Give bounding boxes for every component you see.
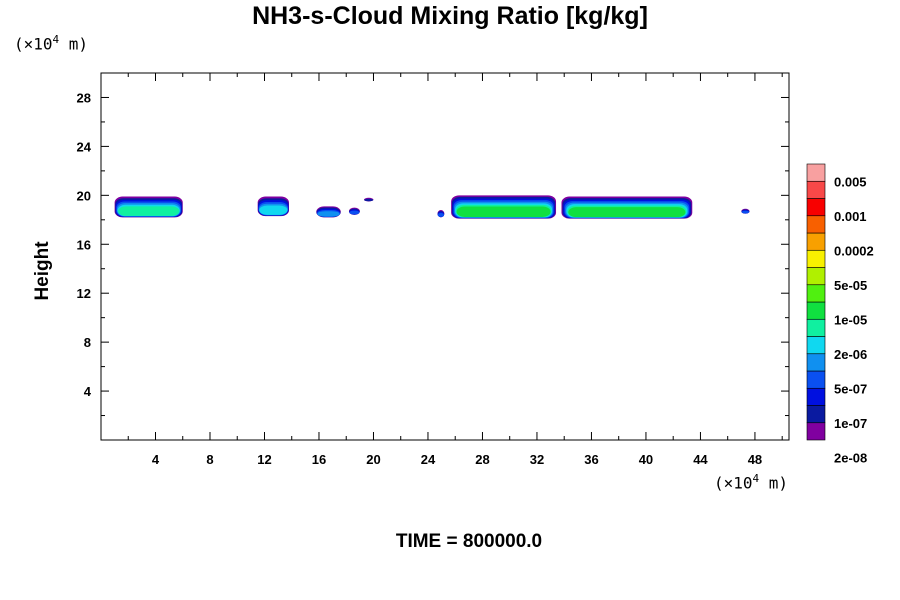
colorbar-swatch <box>806 422 826 441</box>
y-tick-label: 8 <box>84 335 91 350</box>
x-tick-label: 48 <box>748 452 762 467</box>
x-tick-label: 20 <box>366 452 380 467</box>
cloud-contour-band <box>364 198 374 202</box>
colorbar-swatch <box>806 387 826 406</box>
colorbar-swatch <box>806 198 826 217</box>
cloud-region <box>561 196 693 219</box>
colorbar-swatch <box>806 249 826 268</box>
y-tick-label: 28 <box>77 90 91 105</box>
cloud-region <box>316 206 341 218</box>
time-label: TIME = 800000.0 <box>395 531 543 552</box>
colorbar-label: 0.005 <box>834 174 867 189</box>
colorbar-swatch <box>806 353 826 372</box>
cloud-region <box>257 196 290 217</box>
colorbar-swatch <box>806 370 826 389</box>
y-tick-label: 16 <box>77 237 91 252</box>
colorbar-swatch <box>806 301 826 320</box>
colorbar-label: 2e-06 <box>834 347 867 362</box>
cloud-contour-band <box>349 210 360 215</box>
cloud-contour-band <box>568 207 686 218</box>
colorbar-swatch <box>806 180 826 199</box>
y-tick-label: 24 <box>77 139 92 154</box>
colorbar-swatch <box>806 163 826 182</box>
colorbar-label: 1e-07 <box>834 416 867 431</box>
cloud-contour-band <box>741 210 750 214</box>
cloud-region <box>451 195 557 219</box>
x-tick-label: 4 <box>152 452 160 467</box>
x-tick-label: 12 <box>257 452 271 467</box>
x-tick-label: 44 <box>693 452 708 467</box>
x-tick-label: 28 <box>475 452 489 467</box>
colorbar-swatch <box>806 336 826 355</box>
colorbar-label: 5e-05 <box>834 278 867 293</box>
y-tick-label: 20 <box>77 188 91 203</box>
colorbar-swatch <box>806 284 826 303</box>
x-tick-label: 16 <box>312 452 326 467</box>
x-tick-label: 36 <box>584 452 598 467</box>
x-axis-unit: (×104 m) <box>714 472 789 493</box>
colorbar-swatch <box>806 405 826 424</box>
y-tick-label: 4 <box>84 384 92 399</box>
y-tick-label: 12 <box>77 286 91 301</box>
colorbar-swatch <box>806 215 826 234</box>
cloud-contour-band <box>317 211 340 217</box>
cloud-region <box>741 208 750 214</box>
colorbar-label: 0.001 <box>834 209 867 224</box>
plot-frame <box>100 72 790 441</box>
cloud-region <box>348 207 360 215</box>
colorbar-swatch <box>806 267 826 286</box>
y-axis-unit: (×104 m) <box>14 33 89 54</box>
colorbar-label: 1e-05 <box>834 312 867 327</box>
cloud-region <box>363 197 374 202</box>
cloud-region <box>437 210 445 218</box>
cloud-contour-band <box>456 206 551 217</box>
colorbar-label: 0.0002 <box>834 243 874 258</box>
colorbar-swatch <box>806 318 826 337</box>
chart-title: NH3-s-Cloud Mixing Ratio [kg/kg] <box>252 2 648 30</box>
x-tick-label: 8 <box>206 452 213 467</box>
cloud-region <box>114 196 183 218</box>
colorbar-label: 2e-08 <box>834 450 867 465</box>
x-tick-label: 32 <box>530 452 544 467</box>
x-tick-label: 24 <box>421 452 436 467</box>
colorbar-label: 5e-07 <box>834 381 867 396</box>
cloud-contour-band <box>118 206 180 216</box>
x-tick-label: 40 <box>639 452 653 467</box>
cloud-contour-band <box>437 213 445 217</box>
colorbar-swatch <box>806 232 826 251</box>
cloud-contour-band <box>259 205 288 215</box>
